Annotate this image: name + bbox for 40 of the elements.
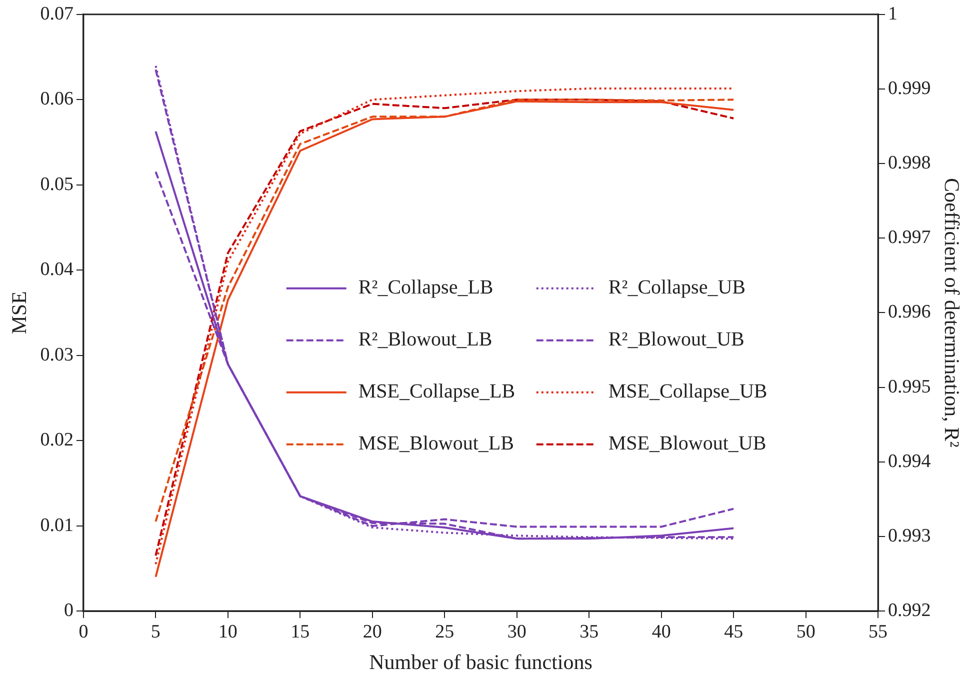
legend-label: MSE_Collapse_LB (358, 380, 516, 403)
legend-label: R²_Blowout_LB (358, 328, 492, 351)
y-tick-label: 0.05 (40, 174, 74, 195)
x-tick-label: 45 (724, 621, 744, 642)
y2-tick-label: 0.997 (888, 227, 931, 248)
y2-tick-label: 0.999 (888, 78, 931, 99)
y-axis-title: MSE (7, 291, 32, 334)
x-tick-label: 35 (580, 621, 599, 642)
x-tick-label: 25 (435, 621, 454, 642)
y2-tick-label: 0.996 (888, 302, 931, 323)
x-tick-label: 30 (507, 621, 526, 642)
x-tick-label: 15 (290, 621, 310, 642)
y2-tick-label: 0.992 (888, 600, 931, 621)
x-tick-label: 55 (868, 621, 888, 642)
x-tick-label: 40 (652, 621, 671, 642)
y2-tick-label: 0.995 (888, 376, 931, 398)
legend-label: R²_Collapse_UB (608, 276, 746, 299)
y-tick-label: 0 (64, 600, 74, 621)
y2-tick-label: 0.993 (888, 525, 931, 546)
x-tick-label: 50 (796, 621, 816, 642)
y-tick-label: 0.01 (40, 514, 74, 536)
y-tick-label: 0.03 (40, 344, 74, 366)
y2-tick-label: 0.998 (888, 152, 931, 174)
legend-label: R²_Blowout_UB (608, 328, 744, 351)
x-tick-label: 20 (362, 621, 382, 642)
y-tick-label: 0.02 (40, 430, 74, 451)
x-tick-label: 0 (78, 621, 88, 642)
legend-label: R²_Collapse_LB (358, 276, 494, 299)
x-axis-title: Number of basic functions (369, 650, 592, 674)
x-tick-label: 10 (218, 621, 238, 642)
y2-axis-title: Coefficient of determination, R² (940, 178, 964, 448)
legend-label: MSE_Collapse_UB (608, 380, 768, 403)
legend-label: MSE_Blowout_LB (358, 432, 514, 455)
y-tick-label: 0.06 (40, 88, 74, 110)
y2-tick-label: 1 (888, 3, 898, 24)
x-tick-label: 5 (150, 621, 160, 642)
y2-tick-label: 0.994 (888, 450, 932, 472)
y-tick-label: 0.04 (40, 259, 74, 280)
y-tick-label: 0.07 (40, 3, 74, 24)
legend-label: MSE_Blowout_UB (608, 432, 766, 455)
